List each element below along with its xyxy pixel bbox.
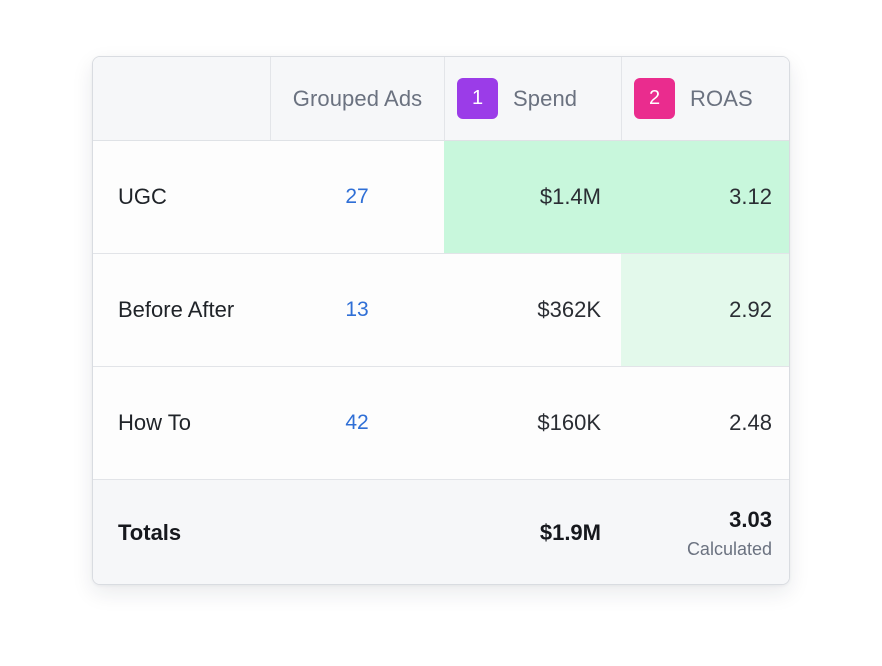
- roas-value: 2.92: [729, 297, 772, 322]
- header-spend[interactable]: 1 Spend: [444, 57, 621, 140]
- roas-value: 3.12: [729, 184, 772, 209]
- spend-value: $160K: [537, 410, 601, 435]
- spend-cell: $160K: [444, 367, 621, 479]
- totals-roas-cell: 3.03 Calculated: [621, 480, 789, 584]
- roas-value: 2.48: [729, 410, 772, 435]
- table-row[interactable]: How To 42 $160K 2.48: [93, 367, 789, 480]
- roas-rank-badge: 2: [634, 78, 675, 119]
- row-name: UGC: [118, 184, 167, 209]
- calculated-note: Calculated: [686, 538, 772, 559]
- roas-cell: 2.92: [621, 254, 789, 366]
- header-name-cell: [93, 57, 270, 140]
- header-spend-label: Spend: [513, 85, 578, 111]
- row-name-cell: How To: [93, 367, 270, 479]
- row-name: Before After: [118, 297, 235, 322]
- totals-row: Totals $1.9M 3.03 Calculated: [93, 480, 789, 584]
- ad-group-table: Grouped Ads 1 Spend 2 ROAS UGC 27 $1.4M …: [92, 56, 790, 585]
- table-row[interactable]: UGC 27 $1.4M 3.12: [93, 141, 789, 254]
- grouped-ads-cell: 13: [270, 254, 444, 366]
- spend-value: $362K: [537, 297, 601, 322]
- row-name: How To: [118, 410, 191, 435]
- spend-cell: $362K: [444, 254, 621, 366]
- grouped-ads-cell: 27: [270, 141, 444, 253]
- totals-spend-value: $1.9M: [539, 520, 601, 545]
- totals-spend-cell: $1.9M: [444, 480, 621, 584]
- header-roas[interactable]: 2 ROAS: [621, 57, 789, 140]
- totals-label: Totals: [118, 520, 182, 545]
- spend-value: $1.4M: [539, 184, 601, 209]
- header-grouped-ads-label: Grouped Ads: [292, 85, 423, 111]
- roas-cell: 2.48: [621, 367, 789, 479]
- totals-name-cell: Totals: [93, 480, 270, 584]
- grouped-ads-link[interactable]: 27: [345, 185, 369, 208]
- row-name-cell: Before After: [93, 254, 270, 366]
- grouped-ads-link[interactable]: 13: [345, 298, 369, 321]
- row-name-cell: UGC: [93, 141, 270, 253]
- table-row[interactable]: Before After 13 $362K 2.92: [93, 254, 789, 367]
- totals-roas-stack: 3.03 Calculated: [687, 507, 772, 560]
- totals-roas-value: 3.03: [729, 506, 772, 532]
- spend-rank-badge: 1: [457, 78, 498, 119]
- totals-grouped-ads-cell: [270, 480, 444, 584]
- header-grouped-ads[interactable]: Grouped Ads: [270, 57, 444, 140]
- roas-cell: 3.12: [621, 141, 789, 253]
- table-header-row: Grouped Ads 1 Spend 2 ROAS: [93, 57, 789, 141]
- spend-cell: $1.4M: [444, 141, 621, 253]
- grouped-ads-cell: 42: [270, 367, 444, 479]
- header-roas-label: ROAS: [690, 85, 753, 111]
- grouped-ads-link[interactable]: 42: [345, 411, 369, 434]
